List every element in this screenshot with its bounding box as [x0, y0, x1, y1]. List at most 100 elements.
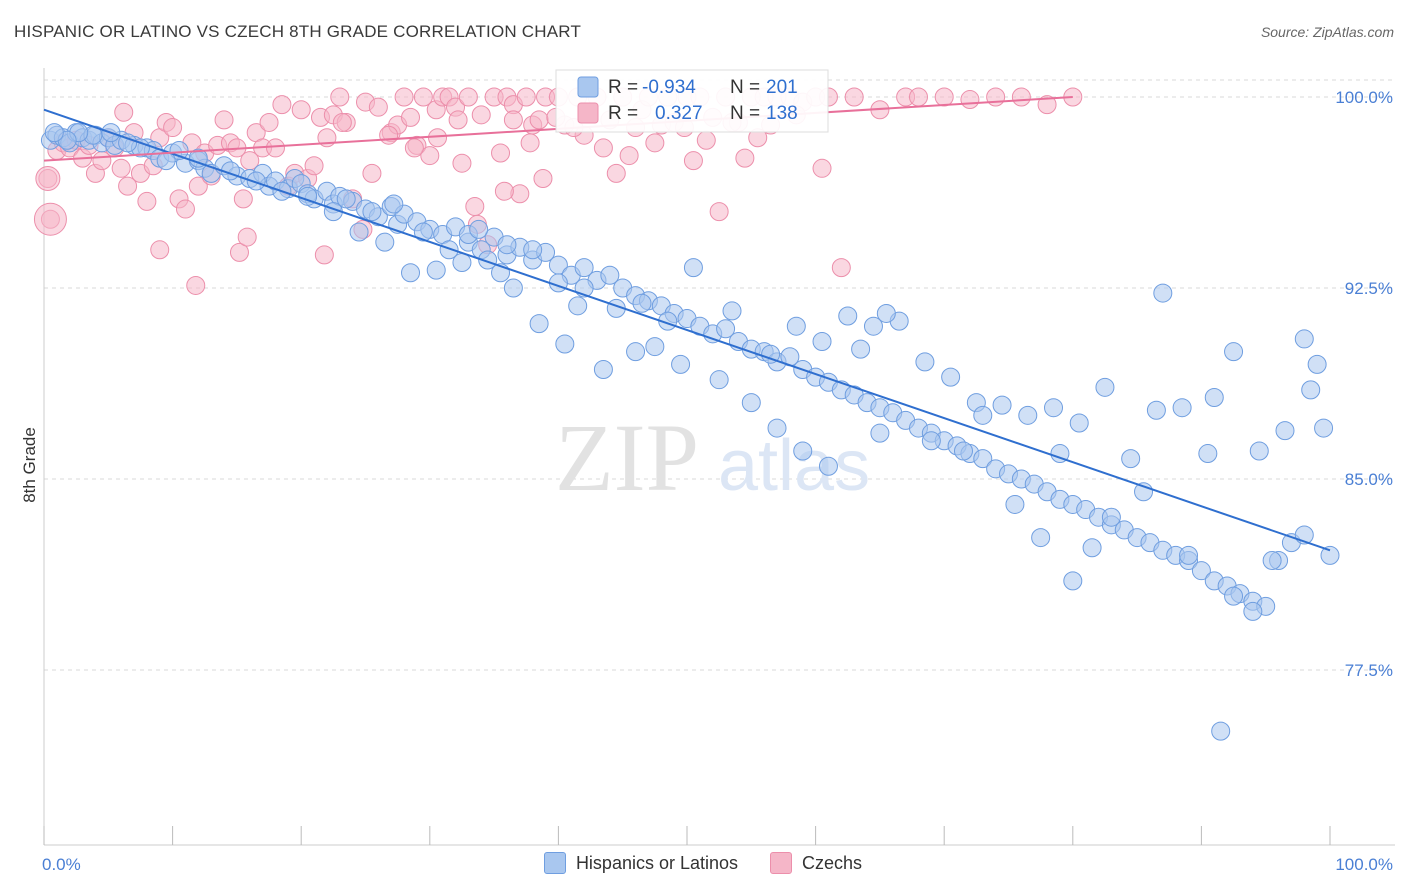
hispanic-point: [600, 265, 620, 285]
hispanic-point: [761, 344, 781, 364]
czech-point: [934, 87, 954, 107]
czech-point: [606, 163, 626, 183]
watermark-atlas: atlas: [718, 426, 870, 506]
hispanic-point: [1314, 418, 1334, 438]
hispanic-point: [722, 301, 742, 321]
hispanic-point: [645, 337, 665, 357]
hispanic-point: [1204, 388, 1224, 408]
legend-swatch-pink: [577, 102, 599, 124]
hispanic-point: [953, 441, 973, 461]
czech-point: [314, 245, 334, 265]
hispanic-point: [1301, 380, 1321, 400]
y-axis-label: 8th Grade: [20, 427, 39, 503]
y-tick-label-1: 85.0%: [1345, 470, 1393, 489]
hispanic-point: [709, 370, 729, 390]
czech-point: [111, 158, 131, 178]
hispanic-point: [574, 258, 594, 278]
czech-point: [516, 87, 536, 107]
legend-item-hispanics[interactable]: Hispanics or Latinos: [543, 852, 738, 874]
y-tick-label-3: 100.0%: [1335, 88, 1393, 107]
czech-point: [520, 133, 540, 153]
hispanic-point: [246, 171, 266, 191]
hispanic-point: [384, 194, 404, 214]
hispanic-point: [1050, 444, 1070, 464]
hispanic-point: [503, 278, 523, 298]
czech-point: [420, 146, 440, 166]
legend-r-value-1: -0.934: [642, 77, 696, 98]
hispanic-point: [1275, 421, 1295, 441]
legend-label-czechs: Czechs: [802, 852, 863, 873]
hispanic-point: [915, 352, 935, 372]
legend-n-label-1: N =: [730, 77, 760, 98]
hispanic-point: [1101, 507, 1121, 527]
czech-point: [960, 90, 980, 110]
hispanic-point: [716, 319, 736, 339]
hispanic-point: [1069, 413, 1089, 433]
czech-point: [986, 87, 1006, 107]
x-tick-labels: 0.0% 100.0%: [42, 855, 1393, 874]
czech-point: [379, 125, 399, 145]
czech-point: [332, 112, 352, 132]
hispanic-point: [870, 423, 890, 443]
czech-point: [645, 133, 665, 153]
hispanic-point: [413, 222, 433, 242]
y-tick-label-2: 92.5%: [1345, 279, 1393, 298]
czech-point: [137, 191, 157, 211]
y-tick-label-0: 77.5%: [1345, 661, 1393, 680]
source-label: Source: ZipAtlas.com: [1260, 24, 1394, 40]
czech-point: [735, 148, 755, 168]
hispanic-point: [426, 260, 446, 280]
hispanic-point: [1224, 342, 1244, 362]
czech-point: [428, 128, 448, 148]
hispanic-point: [863, 316, 883, 336]
legend-swatch-blue: [577, 76, 599, 98]
czech-point: [272, 95, 292, 115]
czech-point: [330, 87, 350, 107]
czech-point: [494, 181, 514, 201]
czech-point: [401, 107, 421, 127]
czech-point: [709, 202, 729, 222]
czech-point: [114, 102, 134, 122]
hispanic-point: [812, 331, 832, 351]
hispanic-point: [1121, 449, 1141, 469]
legend-n-value-1: 201: [766, 77, 798, 98]
hispanic-point: [1249, 441, 1269, 461]
hispanic-point: [523, 240, 543, 260]
hispanic-point: [992, 395, 1012, 415]
czech-point: [908, 87, 928, 107]
czech-point: [404, 138, 424, 158]
hispanic-point: [1198, 444, 1218, 464]
czech-point: [118, 176, 138, 196]
hispanic-point: [1018, 405, 1038, 425]
legend-item-czechs[interactable]: Czechs: [770, 852, 862, 874]
hispanic-point: [973, 449, 993, 469]
czech-point: [150, 240, 170, 260]
czech-point: [1037, 95, 1057, 115]
hispanic-point: [1320, 545, 1340, 565]
hispanic-point: [973, 405, 993, 425]
czech-point: [452, 153, 472, 173]
hispanic-point: [555, 334, 575, 354]
czech-point: [229, 242, 249, 262]
hispanic-point: [439, 240, 459, 260]
hispanic-point: [375, 232, 395, 252]
hispanic-point: [786, 316, 806, 336]
hispanic-point: [401, 263, 421, 283]
legend-r-label-2: R =: [608, 103, 638, 124]
hispanic-point: [497, 235, 517, 255]
czech-point: [175, 199, 195, 219]
hispanic-point: [118, 133, 138, 153]
czech-point: [259, 112, 279, 132]
hispanic-point: [1191, 561, 1211, 581]
hispanic-point: [671, 354, 691, 374]
hispanic-point: [632, 293, 652, 313]
czech-point: [1011, 87, 1031, 107]
chart-title: HISPANIC OR LATINO VS CZECH 8TH GRADE CO…: [14, 22, 582, 41]
legend-n-value-2: 138: [766, 103, 798, 124]
czech-point: [696, 130, 716, 150]
czech-point: [186, 275, 206, 295]
hispanic-point: [1243, 601, 1263, 621]
hispanic-point: [593, 359, 613, 379]
czech-point: [163, 118, 183, 138]
